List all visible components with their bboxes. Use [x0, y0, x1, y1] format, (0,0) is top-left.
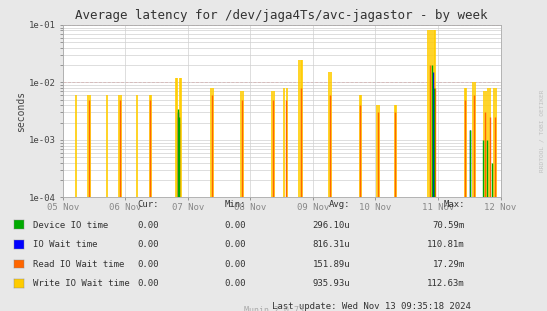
Text: IO Wait time: IO Wait time [33, 240, 97, 249]
Text: 0.00: 0.00 [225, 280, 246, 288]
Text: Device IO time: Device IO time [33, 221, 108, 230]
Text: Read IO Wait time: Read IO Wait time [33, 260, 124, 269]
Text: Munin 2.0.73: Munin 2.0.73 [243, 305, 304, 311]
Text: Last update: Wed Nov 13 09:35:18 2024: Last update: Wed Nov 13 09:35:18 2024 [271, 302, 470, 310]
Y-axis label: seconds: seconds [16, 91, 26, 132]
Text: Max:: Max: [444, 200, 465, 209]
Text: 0.00: 0.00 [137, 260, 159, 269]
Text: 0.00: 0.00 [137, 280, 159, 288]
Text: Min:: Min: [225, 200, 246, 209]
Title: Average latency for /dev/jaga4Ts/avc-jagastor - by week: Average latency for /dev/jaga4Ts/avc-jag… [75, 9, 488, 22]
Text: 0.00: 0.00 [137, 221, 159, 230]
Text: 151.89u: 151.89u [312, 260, 350, 269]
Text: 70.59m: 70.59m [433, 221, 465, 230]
Text: 0.00: 0.00 [225, 260, 246, 269]
Text: 17.29m: 17.29m [433, 260, 465, 269]
Text: RRDTOOL / TOBI OETIKER: RRDTOOL / TOBI OETIKER [539, 89, 544, 172]
Text: 110.81m: 110.81m [427, 240, 465, 249]
Text: Avg:: Avg: [329, 200, 350, 209]
Text: 0.00: 0.00 [137, 240, 159, 249]
Text: 0.00: 0.00 [225, 240, 246, 249]
Text: 935.93u: 935.93u [312, 280, 350, 288]
Text: Write IO Wait time: Write IO Wait time [33, 280, 130, 288]
Text: 816.31u: 816.31u [312, 240, 350, 249]
Text: 0.00: 0.00 [225, 221, 246, 230]
Text: 296.10u: 296.10u [312, 221, 350, 230]
Text: Cur:: Cur: [137, 200, 159, 209]
Text: 112.63m: 112.63m [427, 280, 465, 288]
